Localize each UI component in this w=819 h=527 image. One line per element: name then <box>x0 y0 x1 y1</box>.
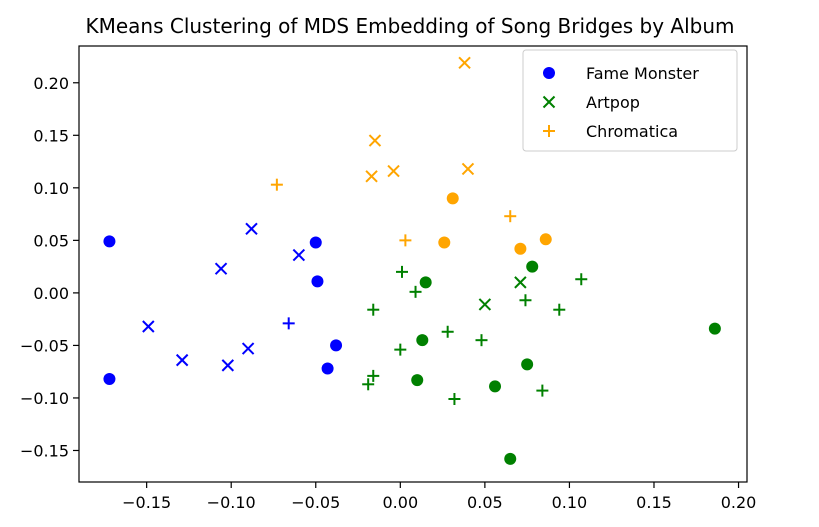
x-tick-label: 0.15 <box>636 493 672 512</box>
data-point-circle <box>526 260 539 273</box>
legend-marker-circle <box>543 67 555 79</box>
data-point-circle <box>103 235 116 248</box>
y-tick-label: 0.00 <box>33 284 69 303</box>
x-tick-label: −0.10 <box>207 493 256 512</box>
data-point-x <box>461 162 475 176</box>
data-point-circle <box>311 275 324 288</box>
data-point-plus <box>504 210 517 223</box>
data-point-plus <box>409 285 422 298</box>
data-point-plus <box>282 317 295 330</box>
y-tick-label: 0.10 <box>33 179 69 198</box>
legend: Fame Monster Artpop Chromatica <box>522 49 738 152</box>
data-point-x <box>514 276 527 289</box>
data-point-x <box>368 134 382 147</box>
y-tick-label: 0.20 <box>33 74 69 93</box>
x-tick-label: 0.05 <box>467 493 503 512</box>
data-point-plus <box>475 334 488 347</box>
y-axis: −0.15 −0.10 −0.05 0.00 0.05 0.10 0.15 0.20 <box>20 74 79 460</box>
x-tick-label: 0.00 <box>383 493 419 512</box>
legend-box <box>522 49 738 152</box>
y-tick-label: −0.15 <box>20 441 69 460</box>
data-point-circle <box>708 322 721 335</box>
data-point-plus <box>362 378 375 391</box>
legend-marker-x <box>542 95 556 109</box>
data-point-plus <box>270 178 283 191</box>
data-point-plus <box>448 393 461 406</box>
data-point-circle <box>514 242 527 255</box>
x-tick-label: 0.10 <box>552 493 588 512</box>
data-point-circle <box>419 276 432 289</box>
legend-marker-plus <box>543 125 555 137</box>
data-point-x <box>175 353 189 367</box>
data-point-plus <box>396 265 409 278</box>
data-point-plus <box>399 234 412 247</box>
data-point-x <box>365 170 378 183</box>
data-point-circle <box>539 233 552 246</box>
data-point-circle <box>438 236 451 249</box>
data-point-plus <box>367 303 380 316</box>
y-tick-label: −0.10 <box>20 389 69 408</box>
data-point-circle <box>489 380 502 393</box>
data-point-x <box>214 262 228 275</box>
data-point-x <box>142 320 155 333</box>
data-point-circle <box>321 362 334 375</box>
data-point-x <box>387 164 400 178</box>
data-point-x <box>245 222 258 236</box>
data-point-circle <box>103 373 116 386</box>
data-point-plus <box>441 325 454 338</box>
y-tick-label: 0.15 <box>33 126 69 145</box>
data-point-x <box>458 56 471 70</box>
data-point-plus <box>367 369 380 382</box>
data-point-circle <box>446 192 459 205</box>
legend-label: Artpop <box>586 93 640 112</box>
data-point-circle <box>416 334 429 347</box>
legend-label: Chromatica <box>586 122 678 141</box>
data-point-circle <box>521 358 534 371</box>
data-point-x <box>221 359 235 372</box>
data-point-plus <box>575 273 588 286</box>
x-tick-label: −0.05 <box>291 493 340 512</box>
data-point-circle <box>330 339 343 352</box>
legend-label: Fame Monster <box>586 64 699 83</box>
data-point-x <box>292 248 306 262</box>
data-point-circle <box>504 452 517 465</box>
y-tick-label: −0.05 <box>20 336 69 355</box>
data-point-plus <box>536 384 549 397</box>
chart-title: KMeans Clustering of MDS Embedding of So… <box>85 14 734 38</box>
data-point-x <box>241 342 255 355</box>
data-point-circle <box>309 236 322 249</box>
data-point-plus <box>553 303 566 316</box>
y-tick-label: 0.05 <box>33 231 69 250</box>
x-tick-label: −0.15 <box>122 493 171 512</box>
data-point-plus <box>394 343 407 356</box>
x-tick-label: 0.20 <box>721 493 757 512</box>
data-points <box>103 56 721 465</box>
data-point-plus <box>519 294 532 307</box>
x-axis: −0.15 −0.10 −0.05 0.00 0.05 0.10 0.15 0.20 <box>122 482 756 512</box>
data-point-x <box>478 298 492 311</box>
plot-frame <box>78 45 748 483</box>
data-point-circle <box>411 374 424 387</box>
